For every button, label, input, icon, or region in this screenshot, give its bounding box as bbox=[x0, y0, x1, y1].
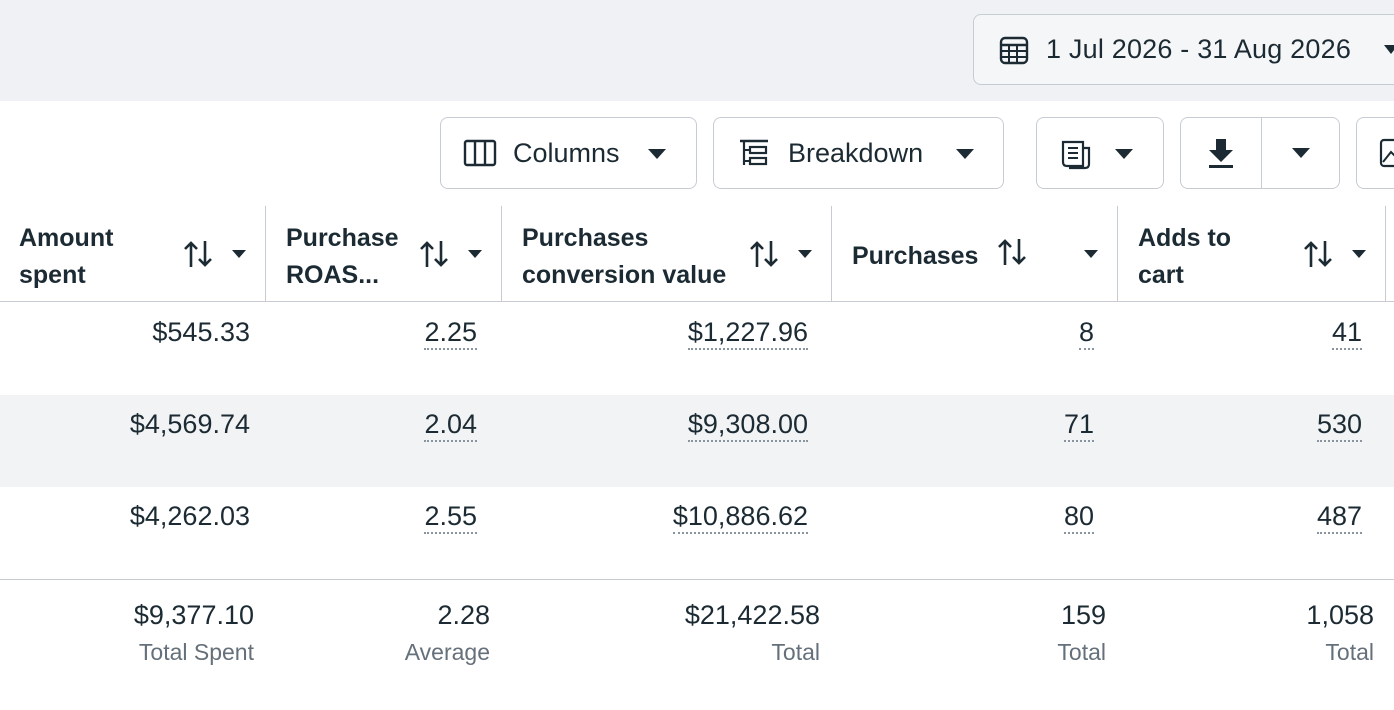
roas-value: 2.04 bbox=[424, 409, 477, 442]
header-line-1: Purchases bbox=[522, 224, 649, 252]
columns-icon bbox=[463, 139, 497, 167]
conversion-value-cell[interactable]: $1,227.96 bbox=[687, 317, 808, 350]
amount-spent-cell: $545.33 bbox=[152, 317, 250, 347]
column-header-amount-spent[interactable]: Amount spent bbox=[0, 206, 266, 301]
total-label: Total bbox=[771, 639, 820, 665]
chart-button[interactable] bbox=[1356, 117, 1394, 189]
total-conversion-value: $21,422.58 Total bbox=[685, 598, 820, 672]
header-line-1: Adds to bbox=[1138, 224, 1232, 252]
columns-button[interactable]: Columns bbox=[440, 117, 697, 189]
roas-value: 2.25 bbox=[424, 317, 477, 350]
adds-to-cart-cell[interactable]: 530 bbox=[1316, 409, 1362, 442]
chevron-down-icon[interactable] bbox=[1352, 250, 1366, 258]
total-value: $9,377.10 bbox=[133, 600, 254, 630]
table-row: $545.33 2.25 $1,227.96 8 41 bbox=[0, 303, 1394, 395]
purchases-cell[interactable]: 71 bbox=[1063, 409, 1094, 442]
header-line-2: ROAS... bbox=[286, 261, 380, 289]
header-line-1: Amount bbox=[19, 224, 114, 252]
column-header-purchase-roas[interactable]: Purchase ROAS... bbox=[266, 206, 502, 301]
chevron-down-icon[interactable] bbox=[798, 250, 812, 258]
conversion-value: $10,886.62 bbox=[672, 501, 808, 534]
chart-icon bbox=[1379, 138, 1394, 168]
reports-button[interactable] bbox=[1036, 117, 1164, 189]
chevron-down-icon bbox=[1291, 148, 1310, 158]
total-adds-to-cart: 1,058 Total bbox=[1306, 598, 1374, 672]
export-dropdown-button[interactable] bbox=[1262, 118, 1339, 188]
sort-icon[interactable] bbox=[418, 239, 450, 269]
roas-cell[interactable]: 2.04 bbox=[424, 409, 477, 442]
table-header: Amount spent Purchase ROAS... Purchases … bbox=[0, 206, 1394, 302]
purchases-value: 71 bbox=[1063, 409, 1094, 442]
sort-icon[interactable] bbox=[1302, 239, 1334, 269]
columns-label: Columns bbox=[513, 137, 620, 168]
adds-to-cart-cell[interactable]: 41 bbox=[1331, 317, 1362, 350]
chevron-down-icon bbox=[648, 149, 666, 159]
chevron-down-icon bbox=[1384, 45, 1394, 54]
chevron-down-icon bbox=[1115, 149, 1133, 159]
chevron-down-icon[interactable] bbox=[1084, 250, 1098, 258]
table-row: $4,569.74 2.04 $9,308.00 71 530 bbox=[0, 395, 1394, 487]
header-line-2: spent bbox=[19, 261, 86, 289]
conversion-value-cell[interactable]: $9,308.00 bbox=[687, 409, 808, 442]
conversion-value: $1,227.96 bbox=[687, 317, 808, 350]
top-bar: 1 Jul 2026 - 31 Aug 2026 bbox=[0, 0, 1394, 101]
chevron-down-icon bbox=[956, 149, 974, 159]
sort-icon[interactable] bbox=[182, 239, 214, 269]
header-line-2: cart bbox=[1138, 261, 1184, 289]
download-icon bbox=[1209, 139, 1233, 168]
purchases-cell[interactable]: 80 bbox=[1063, 501, 1094, 534]
conversion-value: $9,308.00 bbox=[687, 409, 808, 442]
adds-to-cart-cell[interactable]: 487 bbox=[1316, 501, 1362, 534]
adds-to-cart-value: 41 bbox=[1331, 317, 1362, 350]
reports-icon bbox=[1061, 140, 1091, 170]
header-line-1: Purchases bbox=[852, 242, 979, 270]
table-row: $4,262.03 2.55 $10,886.62 80 487 bbox=[0, 487, 1394, 579]
date-range-label: 1 Jul 2026 - 31 Aug 2026 bbox=[1046, 34, 1352, 64]
total-value: 159 bbox=[1060, 600, 1106, 630]
total-amount-spent: $9,377.10 Total Spent bbox=[134, 598, 254, 672]
adds-to-cart-value: 487 bbox=[1316, 501, 1362, 534]
breakdown-button[interactable]: Breakdown bbox=[713, 117, 1004, 189]
calendar-icon bbox=[999, 36, 1029, 64]
total-label: Total bbox=[1325, 639, 1374, 665]
download-button[interactable] bbox=[1181, 118, 1262, 188]
sort-icon[interactable] bbox=[996, 237, 1028, 267]
total-value: $21,422.58 bbox=[684, 600, 820, 630]
breakdown-icon bbox=[740, 139, 768, 166]
chevron-down-icon[interactable] bbox=[232, 250, 246, 258]
adds-to-cart-value: 530 bbox=[1316, 409, 1362, 442]
export-button[interactable] bbox=[1180, 117, 1340, 189]
purchases-value: 8 bbox=[1078, 317, 1094, 350]
purchases-cell[interactable]: 8 bbox=[1078, 317, 1094, 350]
amount-spent-cell: $4,262.03 bbox=[129, 501, 250, 531]
chevron-down-icon[interactable] bbox=[468, 250, 482, 258]
amount-spent-cell: $4,569.74 bbox=[129, 409, 250, 439]
total-value: 2.28 bbox=[437, 600, 490, 630]
breakdown-label: Breakdown bbox=[788, 137, 924, 168]
header-line-1: Purchase bbox=[286, 224, 399, 252]
total-label: Average bbox=[404, 639, 490, 665]
purchases-value: 80 bbox=[1063, 501, 1094, 534]
column-header-purchases[interactable]: Purchases bbox=[832, 206, 1118, 301]
total-label: Total Spent bbox=[138, 639, 254, 665]
total-value: 1,058 bbox=[1306, 600, 1374, 630]
total-label: Total bbox=[1057, 639, 1106, 665]
date-range-picker[interactable]: 1 Jul 2026 - 31 Aug 2026 bbox=[973, 14, 1394, 85]
roas-cell[interactable]: 2.55 bbox=[424, 501, 477, 534]
totals-row: $9,377.10 Total Spent 2.28 Average $21,4… bbox=[0, 579, 1394, 710]
column-header-purchases-conversion-value[interactable]: Purchases conversion value bbox=[502, 206, 832, 301]
column-header-adds-to-cart[interactable]: Adds to cart bbox=[1118, 206, 1386, 301]
total-purchases: 159 Total bbox=[1057, 598, 1106, 672]
header-line-2: conversion value bbox=[522, 261, 727, 289]
conversion-value-cell[interactable]: $10,886.62 bbox=[672, 501, 808, 534]
roas-cell[interactable]: 2.25 bbox=[424, 317, 477, 350]
total-roas: 2.28 Average bbox=[405, 598, 490, 672]
sort-icon[interactable] bbox=[748, 239, 780, 269]
roas-value: 2.55 bbox=[424, 501, 477, 534]
